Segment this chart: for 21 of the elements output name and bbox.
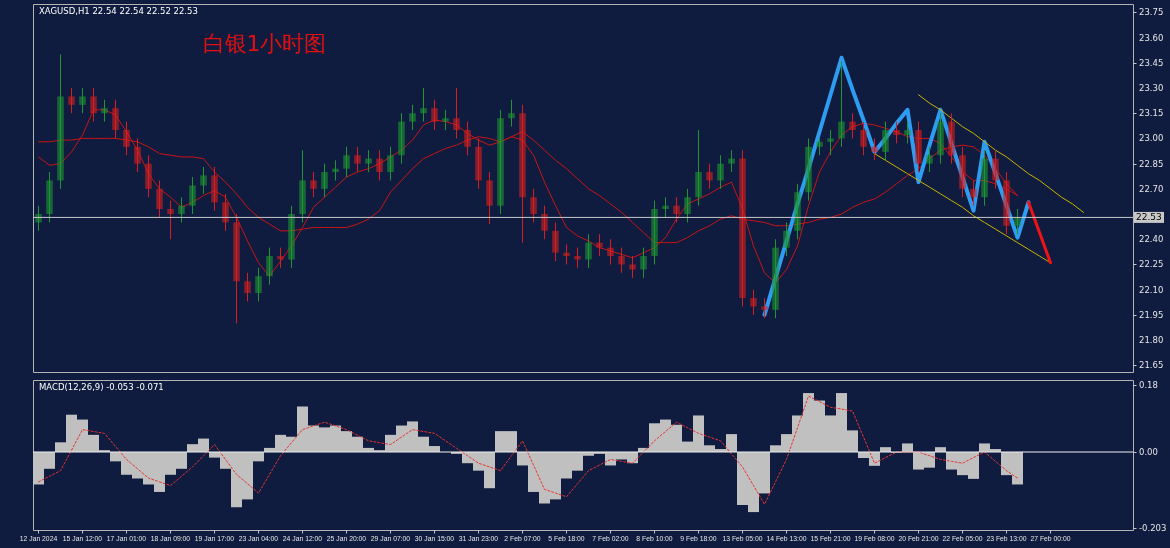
y-tick-label: -0.203 <box>1139 522 1167 533</box>
y-tick-label: 21.65 <box>1139 360 1164 371</box>
y-tick-label: 23.15 <box>1139 108 1164 119</box>
ref-line-label: 22.53 <box>1136 212 1162 223</box>
y-tick-label: 21.95 <box>1139 309 1164 320</box>
text: 白银1小时图 <box>202 31 327 56</box>
y-tick-label: 22.70 <box>1139 183 1164 194</box>
y-tick-label: 22.85 <box>1139 158 1164 169</box>
y-tick-label: 0.00 <box>1139 447 1158 458</box>
annotation: XAGUSD,H1 22.54 22.54 22.52 22.53 <box>39 6 198 16</box>
y-tick-label: 23.60 <box>1139 32 1164 43</box>
y-tick-label: 23.75 <box>1139 7 1164 18</box>
y-tick-label: 22.25 <box>1139 259 1164 270</box>
annotation: MACD(12,26,9) -0.053 -0.071 <box>39 382 164 392</box>
y-tick-label: 23.00 <box>1139 133 1164 144</box>
y-tick-label: 0.18 <box>1139 379 1158 390</box>
y-tick-label: 23.30 <box>1139 83 1164 94</box>
y-tick-label: 23.45 <box>1139 57 1164 68</box>
y-tick-label: 21.80 <box>1139 335 1164 346</box>
y-tick-label: 22.40 <box>1139 234 1164 245</box>
y-tick-label: 22.10 <box>1139 284 1164 295</box>
